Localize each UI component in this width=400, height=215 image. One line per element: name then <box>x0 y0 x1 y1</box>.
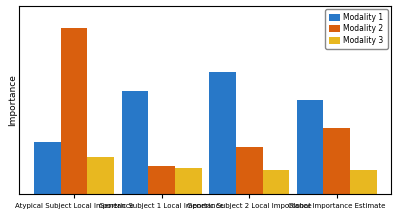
Bar <box>350 170 377 194</box>
Bar <box>209 72 236 194</box>
Bar <box>148 166 175 194</box>
Legend: Modality 1, Modality 2, Modality 3: Modality 1, Modality 2, Modality 3 <box>325 9 388 49</box>
Y-axis label: Importance: Importance <box>8 74 17 126</box>
Bar <box>34 141 61 194</box>
Bar <box>236 147 262 194</box>
Bar <box>88 157 114 194</box>
Bar <box>61 28 88 194</box>
Bar <box>296 100 323 194</box>
Bar <box>175 168 202 194</box>
Bar <box>122 91 148 194</box>
Bar <box>323 128 350 194</box>
Bar <box>262 170 289 194</box>
